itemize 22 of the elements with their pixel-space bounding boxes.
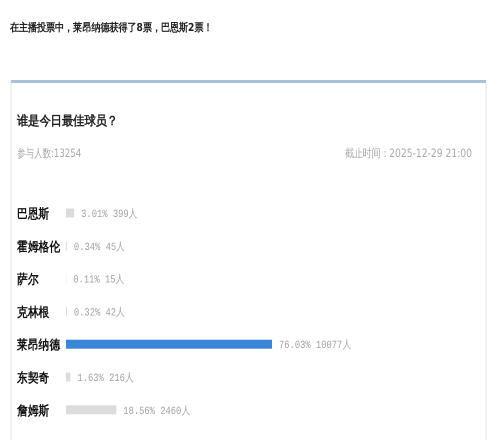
y-tick-label: 克林根	[16, 304, 50, 320]
data-label: 1.63% 216人	[77, 372, 134, 384]
bar	[66, 340, 272, 349]
text: 参与人数:13254	[17, 146, 82, 160]
data-label: 0.11% 15人	[73, 274, 124, 286]
text: 截止时间：2025-12-29 21:00	[344, 147, 472, 160]
chart-title: 在主播投票中，莱昂纳德获得了8票，巴恩斯2票！	[9, 21, 212, 34]
y-tick-label: 东契奇	[16, 370, 50, 386]
bar	[66, 372, 70, 382]
bar	[66, 208, 74, 218]
y-tick-label: 詹姆斯	[16, 402, 50, 418]
data-label: 76.03% 10077人	[279, 339, 352, 352]
data-label: 18.56% 2460人	[123, 404, 190, 418]
data-label: 0.32% 42人	[74, 306, 125, 319]
y-tick-label: 巴恩斯	[17, 206, 50, 222]
chart-subtitle: 谁是今日最佳球员？	[16, 113, 118, 128]
y-tick-label: 萨尔	[16, 272, 40, 287]
y-tick-label: 莱昂纳德	[16, 337, 61, 352]
bar	[66, 405, 116, 414]
data-label: 3.01% 399人	[81, 208, 138, 220]
data-label: 0.34% 45人	[74, 240, 125, 254]
y-tick-label: 霍姆格伦	[16, 238, 61, 254]
